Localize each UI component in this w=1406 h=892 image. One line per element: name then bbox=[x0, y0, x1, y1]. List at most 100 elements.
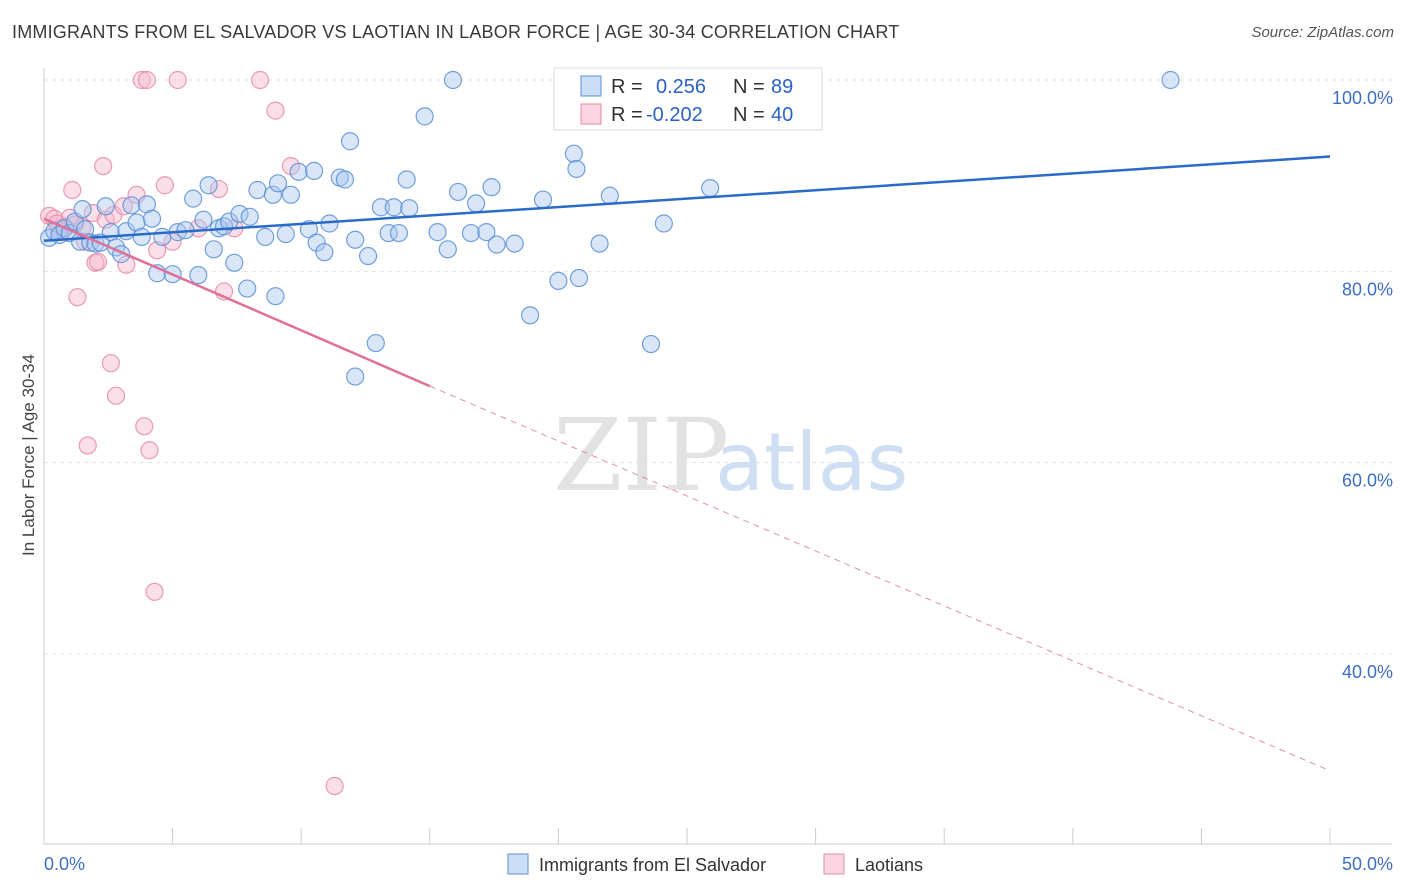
el-salvador-point-41 bbox=[266, 287, 285, 306]
el-salvador-point-85 bbox=[701, 179, 720, 198]
el-salvador-point-75 bbox=[533, 190, 553, 209]
el-salvador-point-53 bbox=[346, 367, 365, 386]
el-salvador-point-26 bbox=[184, 189, 203, 208]
el-salvador-point-59 bbox=[384, 198, 403, 217]
el-salvador-point-18 bbox=[132, 227, 151, 246]
el-salvador-point-54 bbox=[346, 230, 365, 249]
el-salvador-point-55 bbox=[358, 246, 378, 266]
legend-n-label-2: N = bbox=[733, 104, 765, 126]
legend-r-label-1: R = bbox=[611, 76, 643, 98]
legend-bottom: Immigrants from El Salvador Laotians bbox=[507, 853, 923, 875]
laotians-point-27 bbox=[155, 176, 174, 195]
laotians-point-24 bbox=[140, 441, 159, 460]
el-salvador-point-79 bbox=[567, 159, 586, 179]
trend-lines bbox=[43, 155, 1331, 772]
laotians-point-15 bbox=[101, 354, 120, 373]
laotians-point-17 bbox=[106, 386, 126, 405]
el-salvador-point-80 bbox=[569, 268, 589, 288]
el-salvador-point-71 bbox=[482, 178, 501, 197]
y-tick-label-0: 100.0% bbox=[1332, 88, 1393, 108]
y-tick-label-2: 60.0% bbox=[1342, 471, 1393, 491]
el-salvador-point-37 bbox=[240, 207, 259, 226]
el-salvador-point-81 bbox=[590, 234, 609, 253]
laotians-point-26 bbox=[148, 241, 167, 260]
el-salvador-point-20 bbox=[142, 209, 162, 228]
legend-bottom-label-blue: Immigrants from El Salvador bbox=[539, 855, 766, 875]
y-tick-label-3: 40.0% bbox=[1342, 662, 1393, 682]
el-salvador-point-66 bbox=[443, 70, 463, 90]
laotians-point-31 bbox=[209, 179, 228, 199]
laotians-trend-extension bbox=[429, 385, 1331, 772]
laotians-point-12 bbox=[88, 252, 108, 271]
legend-n-value-2: 40 bbox=[771, 104, 793, 126]
el-salvador-point-39 bbox=[256, 227, 275, 246]
y-axis-label: In Labor Force | Age 30-34 bbox=[19, 354, 38, 556]
laotians-point-22 bbox=[135, 417, 154, 436]
legend-bottom-swatch-blue bbox=[507, 853, 529, 875]
watermark: ZIP atlas bbox=[553, 397, 908, 514]
el-salvador-point-76 bbox=[549, 271, 568, 290]
legend-r-value-2: -0.202 bbox=[646, 104, 703, 126]
el-salvador-point-61 bbox=[397, 170, 416, 189]
y-tick-label-1: 80.0% bbox=[1342, 279, 1393, 299]
legend-top: R = 0.256 N = 89 R = -0.202 N = 40 bbox=[553, 67, 823, 131]
laotians-point-7 bbox=[68, 288, 87, 307]
y-tick-labels: 100.0% 80.0% 60.0% 40.0% bbox=[1332, 88, 1393, 682]
legend-bottom-label-pink: Laotians bbox=[855, 855, 923, 875]
watermark-zip: ZIP bbox=[553, 397, 729, 514]
el-salvador-point-56 bbox=[366, 333, 385, 353]
x-tick-label-0: 0.0% bbox=[44, 854, 85, 874]
el-salvador-point-16 bbox=[122, 196, 141, 215]
el-salvador-point-44 bbox=[289, 162, 308, 181]
el-salvador-point-82 bbox=[600, 186, 619, 205]
legend-r-value-1: 0.256 bbox=[656, 76, 706, 98]
laotians-point-34 bbox=[250, 70, 270, 90]
el-salvador-point-67 bbox=[448, 182, 468, 202]
el-salvador-point-19 bbox=[137, 195, 156, 214]
el-salvador-point-70 bbox=[477, 223, 496, 242]
el-salvador-point-58 bbox=[379, 223, 398, 243]
source-credit: Source: ZipAtlas.com bbox=[1251, 24, 1394, 41]
el-salvador-point-35 bbox=[230, 204, 249, 224]
laotians-point-37 bbox=[325, 776, 344, 796]
el-salvador-point-72 bbox=[487, 235, 506, 254]
el-salvador-point-62 bbox=[400, 199, 419, 218]
el-salvador-point-78 bbox=[564, 144, 583, 163]
legend-swatch-blue bbox=[580, 75, 602, 97]
el-salvador-point-34 bbox=[225, 253, 244, 272]
el-salvador-point-48 bbox=[315, 243, 334, 262]
el-salvador-point-86 bbox=[1161, 70, 1180, 90]
el-salvador-point-11 bbox=[96, 197, 115, 216]
laotians-point-5 bbox=[63, 180, 82, 200]
laotians-point-9 bbox=[78, 436, 97, 455]
el-salvador-point-64 bbox=[428, 223, 447, 242]
el-salvador-point-42 bbox=[276, 224, 295, 244]
legend-bottom-swatch-pink bbox=[823, 853, 845, 875]
el-salvador-point-36 bbox=[238, 279, 257, 298]
laotians-point-23 bbox=[137, 70, 156, 90]
el-salvador-point-57 bbox=[371, 198, 391, 217]
legend-n-label-1: N = bbox=[733, 76, 765, 98]
el-salvador-point-52 bbox=[340, 132, 360, 151]
laotians-point-13 bbox=[94, 157, 113, 176]
el-salvador-point-65 bbox=[438, 240, 457, 259]
el-salvador-point-27 bbox=[189, 266, 208, 285]
el-salvador-point-45 bbox=[299, 220, 319, 239]
el-salvador-point-69 bbox=[466, 194, 486, 213]
x-tick-label-1: 50.0% bbox=[1342, 854, 1393, 874]
laotians-point-35 bbox=[266, 101, 285, 120]
laotians-point-19 bbox=[117, 255, 136, 274]
el-salvador-point-30 bbox=[204, 240, 223, 259]
el-salvador-point-40 bbox=[263, 185, 283, 204]
el-salvador-point-63 bbox=[415, 107, 434, 126]
el-salvador-point-22 bbox=[153, 227, 172, 246]
el-salvador-point-47 bbox=[307, 233, 326, 252]
legend-n-value-1: 89 bbox=[771, 76, 793, 98]
el-salvador-point-43 bbox=[281, 185, 301, 204]
el-salvador-points bbox=[40, 70, 1180, 386]
laotians-point-18 bbox=[114, 197, 133, 216]
legend-r-label-2: R = bbox=[611, 104, 643, 126]
el-salvador-point-28 bbox=[194, 210, 213, 229]
el-salvador-point-84 bbox=[654, 214, 673, 233]
